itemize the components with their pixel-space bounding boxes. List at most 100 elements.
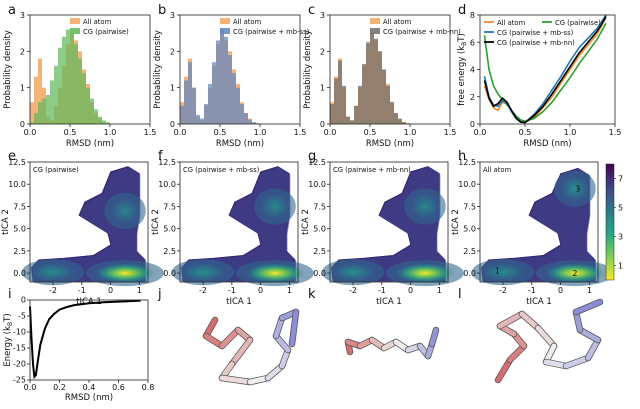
y-tick-label: 2.5 [13,247,26,256]
hist-bar [42,98,46,124]
hist-bar [232,73,236,124]
hist-bar [106,122,110,124]
y-axis-label: tICA 2 [301,209,311,235]
hist-bar [98,116,102,124]
axes-frame [479,161,599,283]
chart-panel-c: 0.0 0.5 1.0 1.5 0 1 2 3 RMSD (nm) Probability den… [303,11,461,149]
legend-label: All atom [83,18,112,26]
x-tick-label: 0.5 [64,128,77,137]
y-tick-label: 7.5 [463,202,476,211]
basin-core [479,262,528,283]
hist-bar [82,73,86,124]
legend-label: All atom [497,19,526,27]
x-tick-label: 1.5 [444,128,457,137]
x-tick-label: 0.0 [474,128,487,137]
hist-bar [102,120,106,124]
legend-swatch [220,18,230,24]
x-tick-label: 0.5 [519,128,532,137]
chart-panel-i: 0.0 0.2 0.4 0.6 0.8 0 -5 -10 -15 -20 -25 RMSD (nm) E… [3,296,154,404]
hist-bar [378,51,382,125]
basin-core [94,263,155,284]
y-tick-label: 2 [20,47,25,56]
y-tick-label: 0.0 [463,269,476,278]
hist-bar [192,87,196,124]
axes-frame [179,14,301,125]
tube-segment [519,311,541,331]
x-axis-label: RMSD (nm) [66,139,114,149]
panel-letter-f: f [158,149,163,164]
legend-label: CG (pairwise + mb-ss) [233,28,310,36]
y-tick-label: 0.0 [313,269,326,278]
x-tick-label: 1 [287,286,292,295]
y-tick-label: 12.5 [458,158,476,167]
y-tick-label: 5.0 [313,225,326,234]
axes-frame [329,14,451,125]
x-tick-label: 1 [137,286,142,295]
colorbar-tick-label: 3 [618,233,623,242]
y-axis-label-end: T) [457,33,467,43]
axes-frame [179,161,299,283]
y-tick-label: 3 [320,11,325,20]
x-axis-label: tICA 1 [226,297,252,307]
hist-bar [334,78,338,124]
legend-swatch [370,18,380,24]
tube-segment [219,375,253,385]
panel-letter-j: j [157,287,162,302]
legend-label: CG (pairwise + mb-nn) [383,28,461,36]
structure-j [202,308,300,386]
x-tick-label: -2 [49,286,57,295]
y-tick-label: 1 [320,84,325,93]
colorbar [605,163,615,281]
hist-bar [204,104,208,124]
hist-bar [46,94,50,124]
y-tick-label: 4 [470,66,475,75]
y-tick-label: 12.5 [158,158,176,167]
x-tick-label: -2 [349,286,357,295]
y-tick-label: 7.5 [163,202,176,211]
hist-bar [58,47,62,125]
tube-segment [229,337,253,367]
x-tick-label: 1.5 [294,128,307,137]
y-axis-label: Probability density [3,30,13,109]
tube-segment [573,299,603,315]
panel-letter-d: d [458,3,466,18]
x-axis-label: tICA 1 [376,297,402,307]
y-tick-label: -10 [13,328,26,337]
x-tick-label: 0.8 [142,383,155,392]
hist-bar [244,113,248,124]
y-tick-label: 7.5 [313,202,326,211]
y-tick-label: 10.0 [458,180,476,189]
y-axis-label: tICA 2 [451,209,461,235]
hist-bar [208,84,212,124]
basin-core [108,196,141,225]
hist-bar [224,36,228,124]
panel-letter-i: i [8,287,12,302]
colorbar-tick-label: 1 [618,262,623,271]
chart-panel-d: 0.0 0.5 1.0 1.5 0 2 4 6 8 RMSD (nm) free energy (k… [457,11,621,149]
heatmap-title: All atom [483,166,512,174]
x-axis-label: RMSD (nm) [65,393,113,403]
hist-bar [370,33,374,124]
axes-frame [29,14,151,125]
x-tick-label: 0 [558,286,563,295]
y-tick-label: 3 [170,11,175,20]
x-tick-label: -1 [528,286,536,295]
panel-letter-h: h [458,149,466,164]
state-label: 3 [575,185,580,194]
y-tick-label: 10.0 [8,180,26,189]
legend-swatch [70,18,80,24]
x-tick-label: 0 [108,286,113,295]
hist-bar [86,87,90,124]
hist-bar [30,102,34,124]
y-tick-label: 1 [170,84,175,93]
x-tick-label: 0.6 [112,383,125,392]
tube-segment [219,327,241,349]
hist-bar [252,122,256,124]
legend-label: All atom [233,18,262,26]
hist-bar [248,119,252,124]
tube-segment [429,327,439,347]
y-axis-label: free energy (kBT) [457,33,468,106]
x-tick-label: -1 [78,286,86,295]
